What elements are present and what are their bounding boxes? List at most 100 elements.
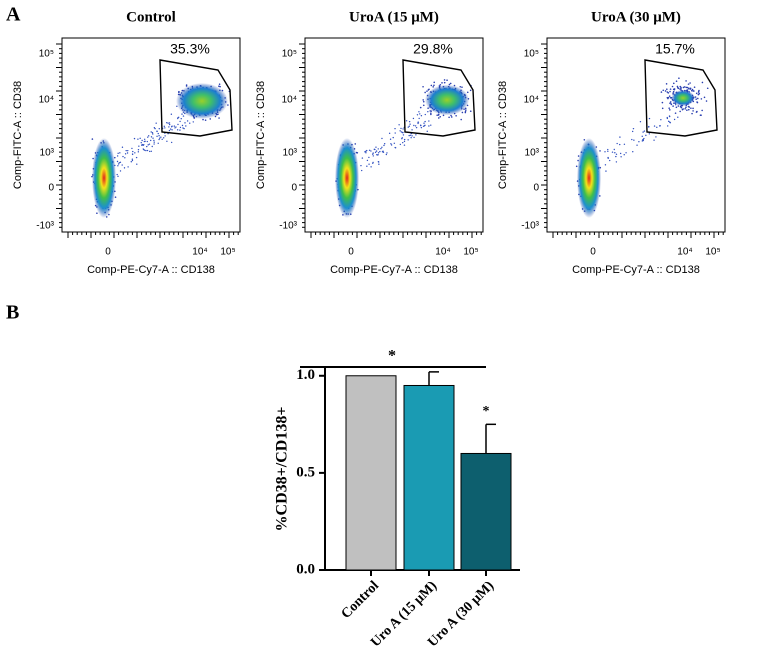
- event-dot: [377, 154, 379, 156]
- event-dot: [182, 127, 184, 129]
- event-dot: [377, 152, 380, 154]
- event-dot: [147, 136, 149, 138]
- event-dot: [174, 127, 176, 129]
- event-dot: [433, 81, 436, 84]
- event-dot: [381, 151, 384, 153]
- event-dot: [161, 138, 163, 141]
- event-dot: [469, 89, 472, 92]
- panel-label: B: [6, 302, 19, 324]
- event-dot: [398, 124, 400, 126]
- event-dot: [175, 126, 177, 128]
- event-dot: [690, 89, 693, 92]
- event-dot: [666, 91, 669, 93]
- y-axis-label: Comp-FITC-A :: CD38: [12, 81, 24, 189]
- event-dot: [168, 123, 171, 126]
- event-dot: [374, 151, 377, 154]
- event-dot: [642, 138, 644, 141]
- event-dot: [616, 142, 618, 145]
- event-dot: [422, 125, 425, 128]
- x-axis-label: Comp-PE-Cy7-A :: CD138: [87, 264, 215, 276]
- significance-star: *: [483, 404, 490, 419]
- event-dot: [685, 106, 687, 109]
- event-dot: [419, 113, 421, 115]
- event-dot: [653, 139, 655, 141]
- event-dot: [117, 165, 119, 167]
- event-dot: [609, 159, 611, 162]
- y-axis-label: Comp-FITC-A :: CD38: [255, 81, 267, 189]
- event-dot: [604, 151, 606, 153]
- event-dot: [679, 85, 682, 88]
- event-dot: [669, 109, 671, 111]
- event-dot: [168, 129, 171, 132]
- event-dot: [386, 152, 388, 154]
- event-dot: [446, 79, 448, 82]
- event-dot: [685, 80, 687, 82]
- event-dot: [183, 127, 185, 130]
- event-dot: [227, 104, 229, 106]
- event-dot: [155, 122, 157, 124]
- event-dot: [653, 125, 656, 127]
- event-dot: [381, 146, 383, 148]
- event-dot: [151, 145, 153, 148]
- x-axis-label: Comp-PE-Cy7-A :: CD138: [572, 264, 700, 276]
- event-dot: [615, 155, 617, 158]
- event-dot: [370, 166, 372, 168]
- event-dot: [683, 86, 686, 88]
- plot-title: Control: [126, 9, 176, 25]
- event-dot: [121, 146, 124, 148]
- event-dot: [693, 86, 696, 88]
- event-dot: [691, 88, 694, 91]
- event-dot: [418, 117, 420, 120]
- event-dot: [178, 90, 180, 93]
- y-tick-label: 1.0: [296, 367, 315, 383]
- event-dot: [181, 124, 184, 127]
- event-dot: [607, 150, 609, 152]
- x-tick-label: Control: [339, 578, 383, 622]
- event-dot: [615, 161, 618, 163]
- event-dot: [365, 152, 367, 154]
- plot-frame: [546, 37, 726, 233]
- y-axis-label: Comp-FITC-A :: CD38: [497, 81, 509, 189]
- y-tick-label: -10³: [36, 221, 54, 232]
- event-dot: [672, 90, 675, 93]
- event-dot: [461, 86, 463, 88]
- event-dot: [383, 144, 385, 147]
- event-dot: [675, 80, 678, 83]
- event-dot: [655, 136, 657, 138]
- event-dot: [150, 150, 153, 152]
- event-dot: [687, 108, 690, 111]
- event-dot: [660, 91, 663, 93]
- event-dot: [96, 212, 98, 215]
- density-core: [424, 84, 470, 116]
- event-dot: [116, 160, 119, 163]
- event-dot: [185, 84, 188, 86]
- event-dot: [372, 153, 374, 155]
- y-tick-label: 0: [291, 183, 297, 194]
- event-dot: [393, 142, 396, 144]
- event-dot: [680, 106, 683, 109]
- event-dot: [426, 90, 428, 92]
- event-dot: [443, 81, 446, 84]
- density-core: [577, 138, 601, 218]
- event-dot: [137, 151, 140, 153]
- event-dot: [375, 150, 378, 152]
- event-dot: [700, 114, 702, 116]
- event-dot: [684, 107, 686, 110]
- event-dot: [669, 88, 672, 90]
- event-dot: [131, 153, 134, 155]
- event-dot: [218, 117, 220, 119]
- event-dot: [604, 164, 607, 166]
- event-dot: [433, 84, 435, 87]
- event-dot: [613, 148, 615, 151]
- event-dot: [639, 121, 642, 123]
- y-tick-label: 10³: [525, 148, 540, 159]
- event-dot: [148, 143, 151, 145]
- event-dot: [152, 137, 154, 139]
- event-dot: [697, 93, 700, 96]
- x-tick-label: 10⁴: [677, 247, 692, 258]
- event-dot: [160, 136, 162, 138]
- event-dot: [417, 121, 419, 124]
- y-tick-label: 0.5: [296, 464, 315, 480]
- event-dot: [153, 139, 155, 142]
- event-dot: [448, 116, 450, 119]
